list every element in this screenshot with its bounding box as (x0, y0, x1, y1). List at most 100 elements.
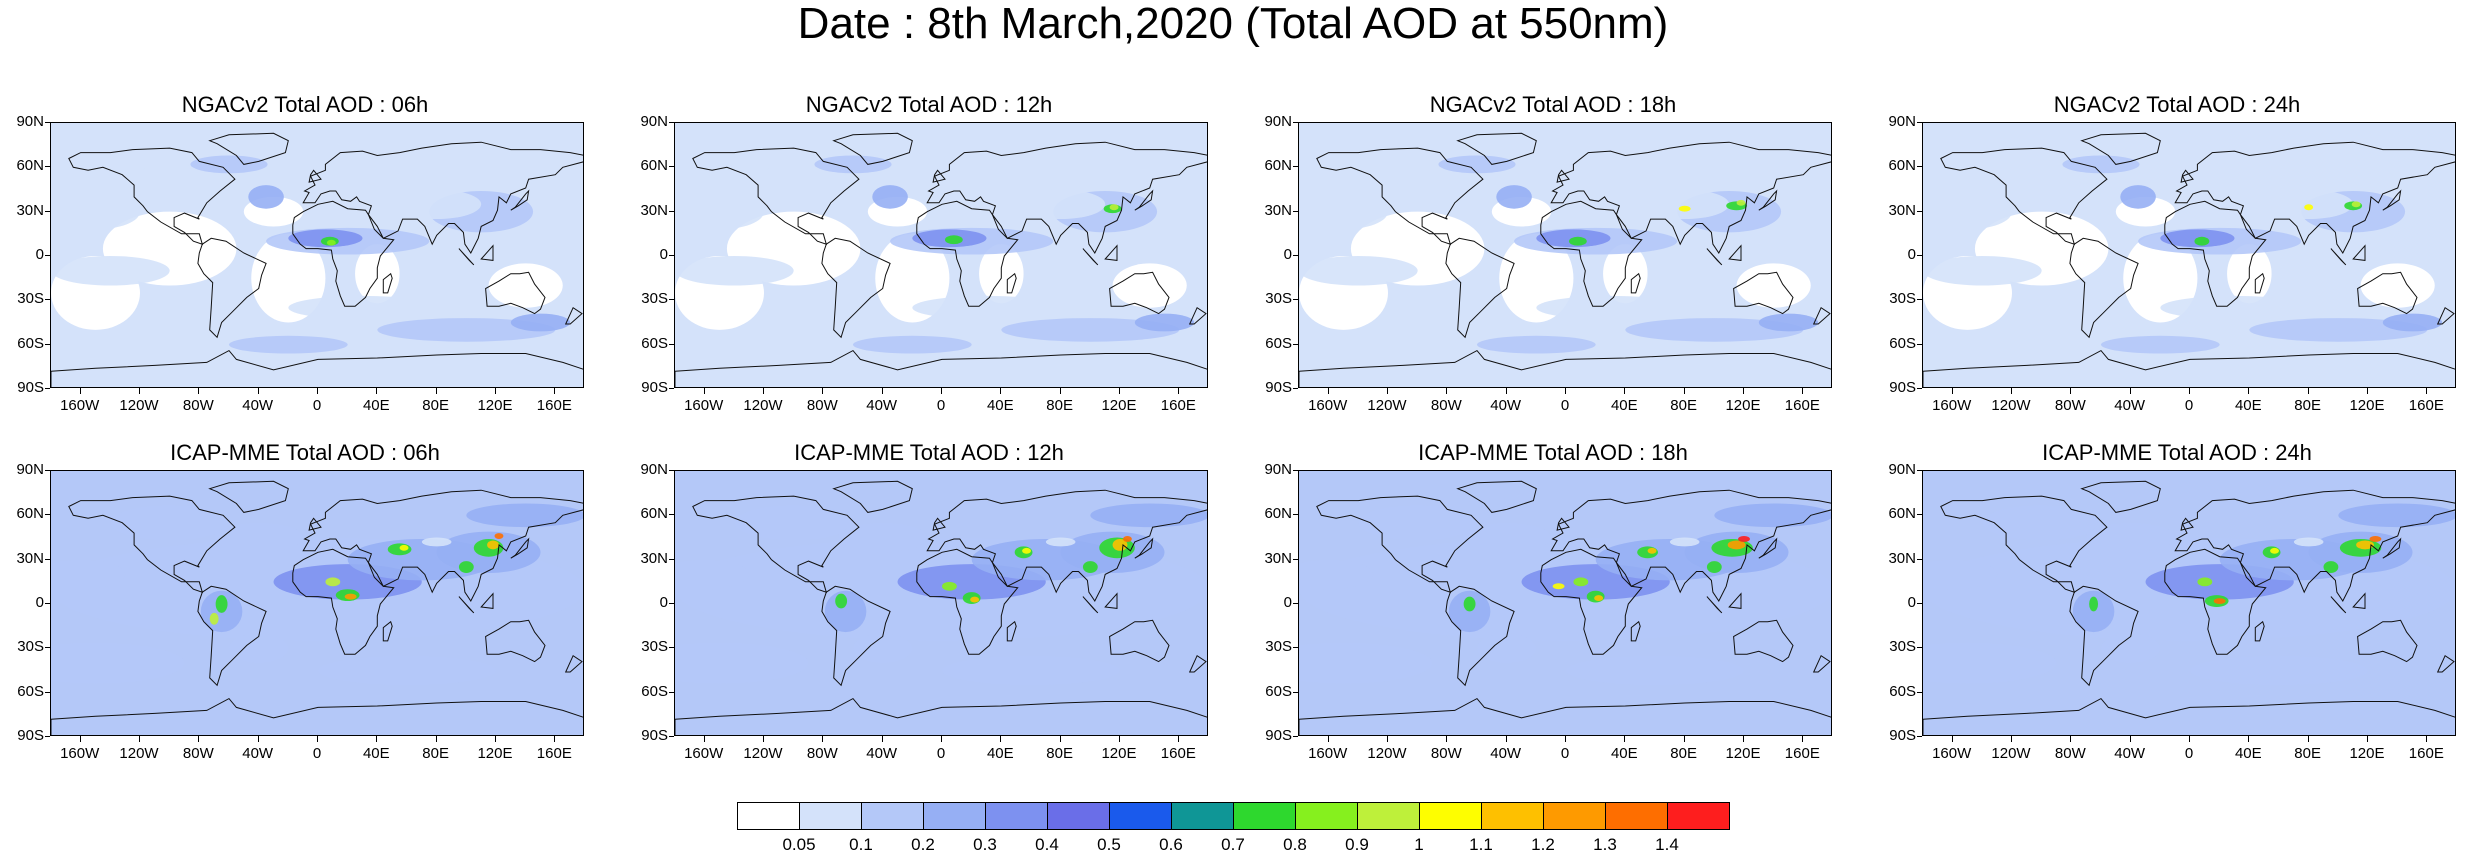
longitude-tick (495, 736, 496, 742)
aod-plume (326, 239, 336, 246)
aod-plume (1090, 503, 1207, 528)
latitude-tick (1293, 388, 1298, 389)
coastline (68, 147, 236, 245)
longitude-label: 160W (1932, 397, 1972, 414)
longitude-label: 160E (536, 397, 572, 414)
colorbar-label: 0.4 (1035, 835, 1059, 854)
longitude-label: 0 (1560, 745, 1570, 762)
latitude-label: 90N (640, 113, 668, 130)
map-panel: NGACv2 Total AOD : 06h 90N 60N 30N 0 30S 60S 90… (0, 92, 610, 432)
coastline (1134, 537, 1154, 559)
longitude-tick (1565, 388, 1566, 394)
aod-plume (1552, 583, 1565, 590)
latitude-tick (1917, 558, 1922, 560)
latitude-tick (1293, 122, 1298, 123)
longitude-tick (1178, 388, 1180, 394)
latitude-tick (669, 691, 674, 693)
aod-plume (838, 522, 928, 553)
longitude-tick (2011, 388, 2012, 394)
aod-plume (2264, 189, 2354, 220)
latitude-tick (669, 514, 674, 516)
aod-plume (1438, 155, 1516, 174)
latitude-tick (1293, 603, 1298, 604)
aod-plume (970, 596, 980, 603)
colorbar-label: 1.4 (1655, 835, 1679, 854)
longitude-label: 160E (1784, 397, 1820, 414)
coastline (1706, 248, 1723, 266)
latitude-tick (669, 558, 674, 560)
longitude-tick (822, 388, 824, 394)
longitude-label: 0 (2184, 397, 2194, 414)
longitude-tick (495, 388, 496, 394)
colorbar-label: 1.2 (1531, 835, 1555, 854)
longitude-tick (1327, 388, 1329, 394)
longitude-label: 40E (986, 397, 1014, 414)
longitude-label: 120E (2349, 745, 2385, 762)
latitude-label: 30N (1264, 201, 1292, 219)
coastline (2164, 200, 2267, 307)
coastline (510, 189, 530, 211)
colorbar-swatch (1543, 802, 1606, 830)
aod-plume (1923, 193, 2012, 230)
coastline (1923, 349, 2455, 387)
longitude-tick (1505, 388, 1507, 394)
longitude-tick (257, 388, 259, 394)
coastline (1550, 489, 1831, 602)
coastline (1109, 619, 1170, 663)
longitude-tick (703, 388, 705, 394)
aod-map (674, 470, 1208, 736)
longitude-label: 160W (1308, 397, 1348, 414)
latitude-label: 30N (640, 201, 668, 219)
latitude-label: 60S (641, 334, 668, 352)
longitude-label: 80W (182, 397, 214, 414)
coastline (1456, 132, 1537, 165)
aod-plume (764, 162, 824, 187)
aod-plume (1001, 318, 1180, 342)
longitude-label: 40E (362, 745, 390, 762)
aod-plume (318, 655, 496, 686)
longitude-tick (2189, 388, 2190, 394)
longitude-tick (2248, 388, 2250, 394)
aod-map (1922, 122, 2456, 388)
coastline (675, 349, 1207, 387)
aod-plume (2190, 655, 2368, 686)
colorbar-swatch (1295, 802, 1358, 830)
latitude-tick (669, 603, 674, 604)
longitude-label: 40E (1610, 397, 1638, 414)
coastline (2382, 537, 2402, 559)
coastline (302, 141, 583, 254)
longitude-tick (1446, 736, 1448, 742)
aod-plume (1625, 318, 1804, 342)
aod-plume (2369, 536, 2382, 542)
longitude-label: 40E (2234, 745, 2262, 762)
latitude-label: 90N (16, 461, 44, 478)
coastline (2357, 271, 2418, 315)
aod-plume (2012, 162, 2072, 187)
longitude-label: 80E (1046, 397, 1073, 414)
coastline (2164, 548, 2267, 655)
aod-plume (1022, 547, 1031, 554)
colorbar-label: 1.1 (1469, 835, 1493, 854)
latitude-label: 30N (1888, 201, 1916, 219)
coastline (2382, 189, 2402, 211)
aod-plume (1566, 655, 1744, 686)
aod-plume (2089, 596, 2099, 612)
latitude-tick (669, 388, 674, 389)
longitude-tick (763, 736, 764, 742)
longitude-label: 160W (60, 397, 100, 414)
longitude-label: 80W (806, 745, 838, 762)
latitude-label: 60N (640, 157, 668, 175)
aod-plume (942, 655, 1120, 686)
aod-plume (1082, 561, 1098, 573)
aod-plume (229, 633, 289, 664)
latitude-tick (1917, 122, 1922, 123)
aod-map (50, 122, 584, 388)
coastline (926, 489, 1207, 602)
aod-plume (675, 559, 750, 590)
longitude-label: 0 (936, 745, 946, 762)
coastline (692, 147, 860, 245)
longitude-label: 120E (477, 397, 513, 414)
aod-plume (814, 155, 892, 174)
latitude-label: 0 (1907, 246, 1916, 263)
longitude-label: 160W (60, 745, 100, 762)
